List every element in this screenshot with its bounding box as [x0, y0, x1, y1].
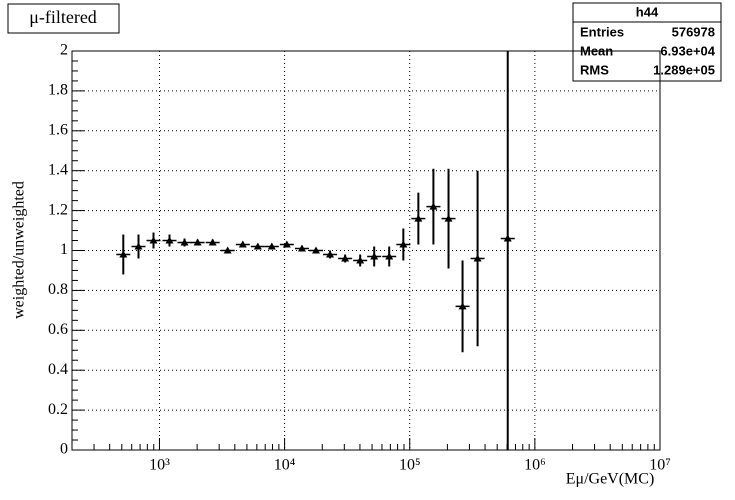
x-tick-label: 10³ [149, 457, 170, 474]
marker [223, 246, 232, 254]
stats-key: RMS [580, 62, 609, 77]
chart-title: μ-filtered [29, 7, 97, 27]
marker [119, 250, 128, 258]
stats-name: h44 [636, 4, 659, 19]
y-tick-label: 2 [60, 42, 68, 59]
marker [385, 252, 394, 260]
marker [253, 242, 262, 250]
y-axis-label: weighted/unweighted [11, 181, 28, 319]
stats-value: 6.93e+04 [660, 43, 715, 58]
x-tick-label: 10⁶ [524, 457, 546, 474]
y-tick-label: 0.2 [48, 401, 68, 418]
y-tick-label: 0 [60, 441, 68, 458]
stats-value: 1.289e+05 [653, 62, 715, 77]
marker [180, 238, 189, 246]
marker [282, 240, 291, 248]
marker [267, 242, 276, 250]
marker [429, 202, 438, 210]
marker [134, 242, 143, 250]
x-tick-label: 10⁴ [274, 457, 296, 474]
marker [149, 236, 158, 244]
marker [238, 240, 247, 248]
y-tick-label: 1 [60, 241, 68, 258]
marker [473, 254, 482, 262]
marker [458, 302, 467, 310]
y-tick-label: 0.4 [48, 361, 68, 378]
marker [444, 214, 453, 222]
y-tick-label: 1.6 [48, 121, 68, 138]
x-tick-label: 10⁷ [649, 457, 671, 474]
y-tick-label: 1.8 [48, 82, 68, 99]
x-axis-label: Eμ/GeV(MC) [566, 471, 655, 488]
marker [341, 254, 350, 262]
marker [399, 240, 408, 248]
marker [193, 238, 202, 246]
marker [414, 214, 423, 222]
x-tick-label: 10⁵ [399, 457, 421, 474]
stats-key: Entries [580, 24, 624, 39]
stats-value: 576978 [672, 24, 715, 39]
marker [356, 256, 365, 264]
marker [370, 252, 379, 260]
y-tick-label: 0.6 [48, 321, 68, 338]
y-tick-label: 1.2 [48, 201, 68, 218]
y-tick-label: 0.8 [48, 281, 68, 298]
stats-box [572, 2, 722, 82]
marker [297, 244, 306, 252]
title-box [7, 3, 120, 34]
marker [326, 250, 335, 258]
y-tick-label: 1.4 [48, 161, 68, 178]
plot-frame [71, 50, 661, 451]
marker [311, 246, 320, 254]
marker [165, 236, 174, 244]
marker [503, 234, 512, 242]
marker [208, 238, 217, 246]
